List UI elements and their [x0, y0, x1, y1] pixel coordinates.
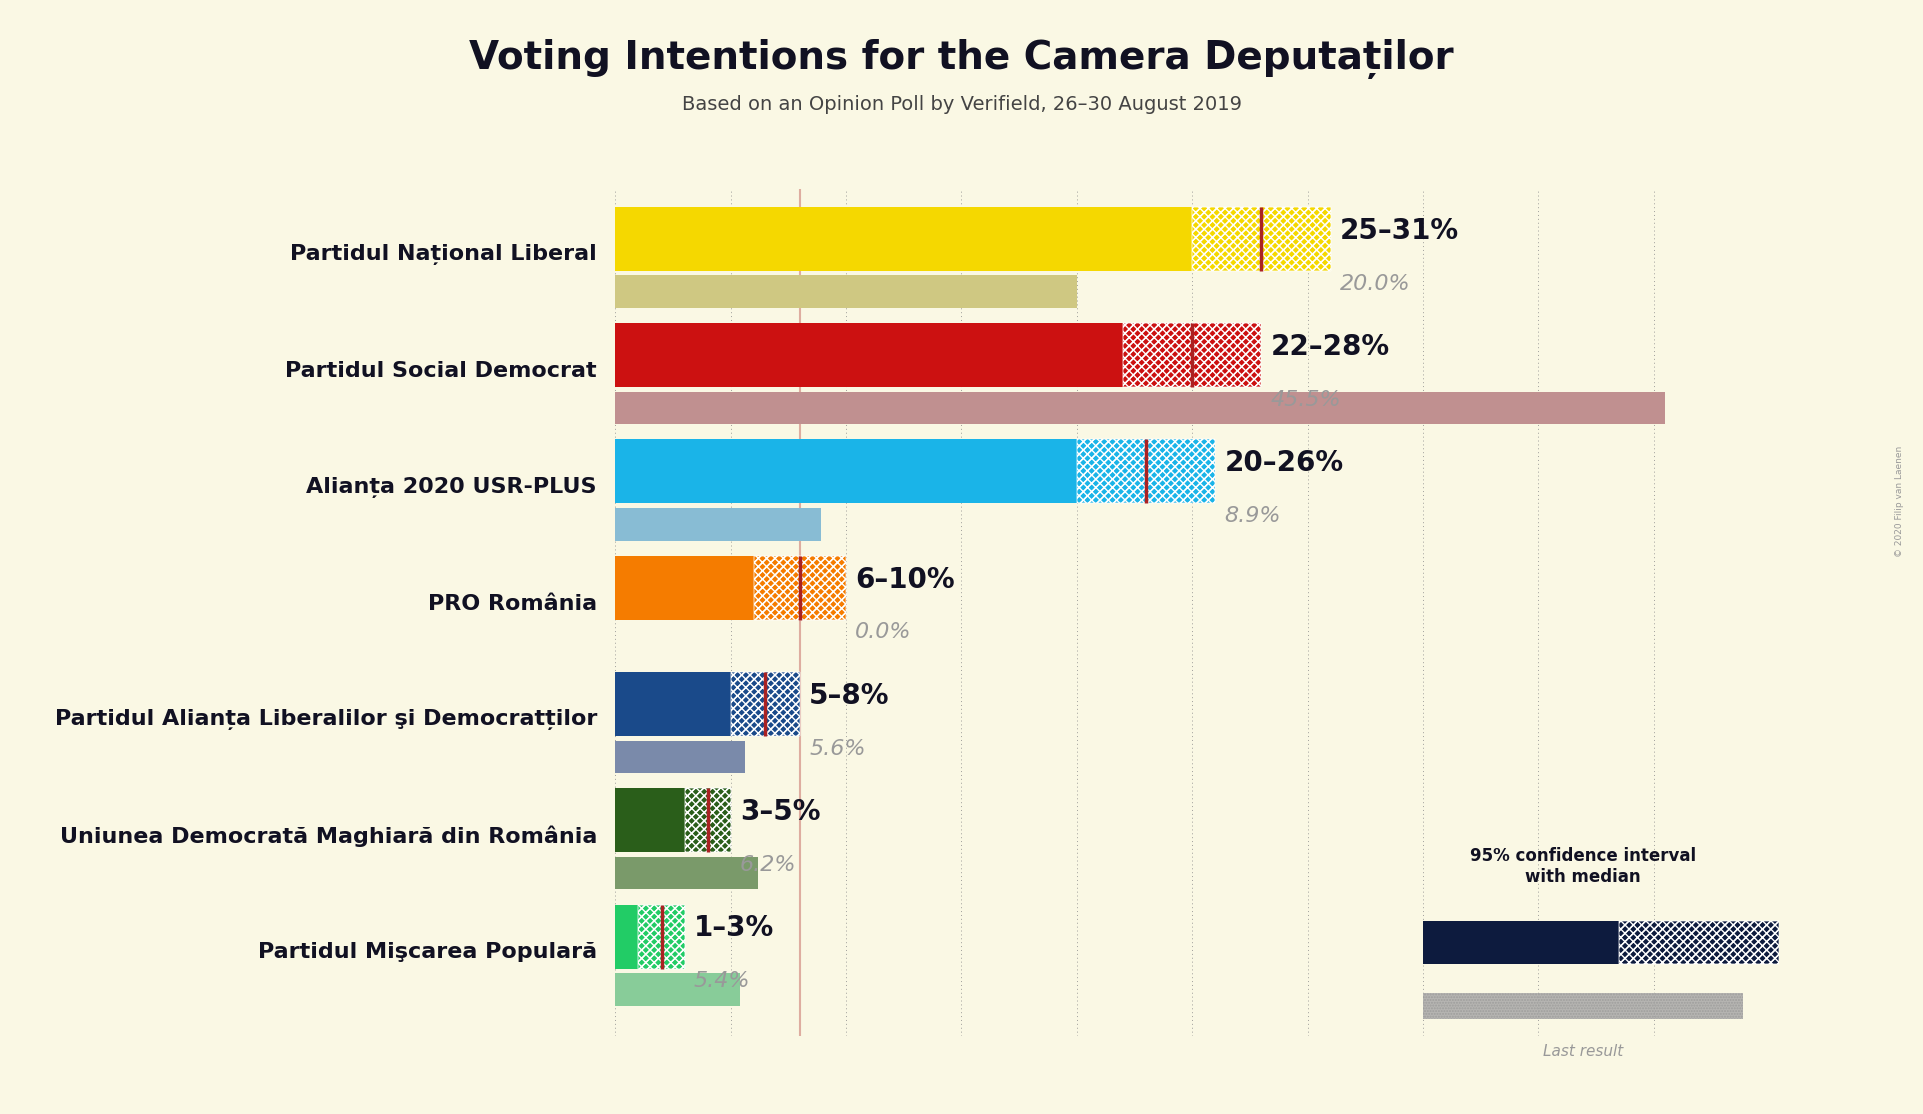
Bar [731, 672, 800, 736]
Bar [615, 741, 744, 773]
Text: 3–5%: 3–5% [740, 798, 821, 827]
Text: © 2020 Filip van Laenen: © 2020 Filip van Laenen [1896, 446, 1904, 557]
Bar [615, 508, 821, 540]
Text: 45.5%: 45.5% [1271, 390, 1342, 410]
Bar [615, 207, 1192, 271]
Bar [754, 556, 846, 619]
Text: 5.4%: 5.4% [694, 971, 750, 991]
Text: Partidul Social Democrat: Partidul Social Democrat [285, 361, 596, 381]
Bar [615, 508, 821, 540]
Text: 22–28%: 22–28% [1271, 333, 1390, 361]
Bar [1423, 920, 1619, 964]
Text: Uniunea Democrată Maghiară din România: Uniunea Democrată Maghiară din România [60, 825, 596, 847]
Text: Last result: Last result [1542, 1044, 1623, 1059]
Text: 0.0%: 0.0% [856, 623, 912, 643]
Text: 8.9%: 8.9% [1225, 506, 1281, 526]
Bar [615, 672, 731, 736]
Text: 20.0%: 20.0% [1340, 274, 1411, 294]
Bar [1423, 994, 1744, 1018]
Text: 25–31%: 25–31% [1340, 216, 1460, 245]
Text: 20–26%: 20–26% [1225, 449, 1344, 477]
Bar [615, 392, 1665, 424]
Bar [615, 275, 1077, 307]
Bar [754, 556, 846, 619]
Bar [1192, 207, 1331, 271]
Bar [1619, 920, 1779, 964]
Bar [685, 789, 731, 852]
Text: 6–10%: 6–10% [856, 566, 956, 594]
Text: Voting Intentions for the Camera Deputaților: Voting Intentions for the Camera Deputaț… [469, 39, 1454, 79]
Text: Partidul Mişcarea Populară: Partidul Mişcarea Populară [258, 942, 596, 962]
Bar [615, 556, 754, 619]
Bar [615, 275, 1077, 307]
Text: Alianța 2020 USR-PLUS: Alianța 2020 USR-PLUS [306, 477, 596, 498]
Bar [1123, 323, 1261, 387]
Bar [615, 857, 758, 889]
Bar [615, 905, 638, 968]
Bar [731, 672, 800, 736]
Bar [685, 789, 731, 852]
Bar [1192, 207, 1331, 271]
Text: 1–3%: 1–3% [694, 915, 775, 942]
Bar [615, 392, 1665, 424]
Text: Partidul Alianța Liberalilor şi Democratților: Partidul Alianța Liberalilor şi Democrat… [54, 710, 596, 731]
Bar [615, 857, 758, 889]
Bar [638, 905, 685, 968]
Bar [615, 974, 740, 1006]
Text: Partidul Național Liberal: Partidul Național Liberal [290, 244, 596, 265]
Text: 95% confidence interval
with median: 95% confidence interval with median [1469, 847, 1696, 886]
Text: 5.6%: 5.6% [810, 739, 865, 759]
Bar [615, 789, 685, 852]
Text: 5–8%: 5–8% [810, 682, 890, 710]
Text: 6.2%: 6.2% [740, 856, 796, 876]
Bar [1077, 439, 1215, 504]
Bar [638, 905, 685, 968]
Bar [1077, 439, 1215, 504]
Bar [615, 974, 740, 1006]
Bar [615, 741, 744, 773]
Bar [1423, 994, 1744, 1018]
Bar [615, 323, 1123, 387]
Bar [1123, 323, 1261, 387]
Bar [1619, 920, 1779, 964]
Text: Based on an Opinion Poll by Verifield, 26–30 August 2019: Based on an Opinion Poll by Verifield, 2… [681, 95, 1242, 114]
Text: PRO România: PRO România [427, 594, 596, 614]
Bar [615, 439, 1077, 504]
